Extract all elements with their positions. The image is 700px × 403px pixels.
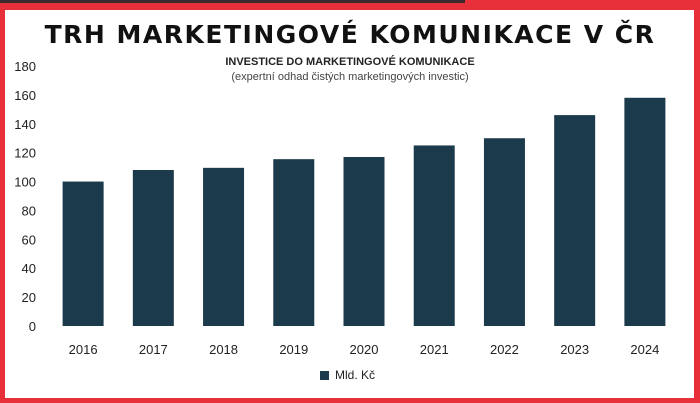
y-tick-label: 140 [14,117,36,132]
x-tick-label: 2024 [630,342,659,357]
bar-2022 [483,138,525,326]
x-tick-label: 2021 [420,342,449,357]
bar-2021 [413,145,455,326]
x-tick-label: 2016 [69,342,98,357]
x-tick-label: 2022 [490,342,519,357]
legend-swatch [320,370,329,380]
bar-2023 [554,115,596,326]
y-tick-label: 100 [14,175,36,190]
y-tick-label: 180 [14,59,36,74]
x-tick-label: 2020 [350,342,379,357]
x-tick-label: 2018 [209,342,238,357]
bar-2019 [273,159,315,326]
x-tick-label: 2023 [560,342,589,357]
chart-subtitle-note: (expertní odhad čistých marketingových i… [231,71,469,83]
bar-2020 [343,157,385,326]
x-tick-label: 2017 [139,342,168,357]
chart-subtitle: INVESTICE DO MARKETINGOVÉ KOMUNIKACE [225,56,475,68]
bar-2018 [203,167,245,326]
y-tick-label: 60 [22,232,36,247]
legend-label: Mld. Kč [335,368,376,382]
y-tick-label: 80 [22,203,36,218]
legend: Mld. Kč [320,368,375,382]
bar-2016 [62,181,104,326]
bar-2017 [132,170,174,326]
y-tick-label: 160 [14,88,36,103]
y-tick-label: 0 [29,319,36,334]
y-tick-label: 40 [22,261,36,276]
y-tick-label: 120 [14,146,36,161]
bar-2024 [624,97,666,327]
top-strip [0,0,465,3]
chart-title: TRH MARKETINGOVÉ KOMUNIKACE V ČR [44,20,656,49]
x-tick-label: 2019 [279,342,308,357]
y-tick-label: 20 [22,290,36,305]
